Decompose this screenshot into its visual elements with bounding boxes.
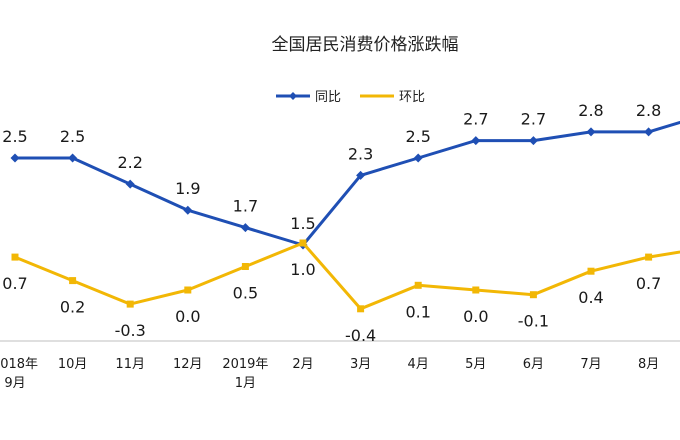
legend-label-tongbi: 同比: [315, 90, 341, 105]
data-label-tongbi-7: 2.5: [405, 127, 430, 146]
data-label-tongbi-5: 1.5: [290, 214, 315, 233]
data-label-huanbi-8: 0.0: [463, 307, 488, 326]
data-label-tongbi-6: 2.3: [348, 144, 373, 163]
x-tick-label-11: 8月: [638, 357, 659, 372]
x-tick-line: 9月: [4, 376, 25, 391]
point-huanbi-1: [69, 277, 77, 285]
x-tick-line: 3月: [350, 357, 371, 372]
data-label-huanbi-2: -0.3: [115, 321, 146, 340]
data-label-huanbi-11: 0.7: [636, 274, 661, 293]
x-tick-line: 11月: [115, 357, 145, 372]
x-tick-line: 5月: [465, 357, 486, 372]
series-line-tongbi: [15, 120, 680, 247]
x-tick-line: 2019年: [222, 357, 268, 372]
point-tongbi-6: [356, 170, 366, 180]
point-huanbi-0: [11, 253, 19, 261]
x-tick-label-0: 2018年 9月: [0, 357, 38, 391]
x-tick-line: 1月: [235, 376, 256, 391]
data-label-tongbi-2: 2.2: [117, 153, 142, 172]
point-tongbi-9: [528, 136, 538, 146]
x-tick-line: 12月: [173, 357, 203, 372]
x-tick-label-8: 5月: [465, 357, 486, 372]
point-huanbi-6: [357, 305, 365, 313]
x-tick-line: 10月: [58, 357, 88, 372]
data-label-huanbi-3: 0.0: [175, 307, 200, 326]
x-tick-label-4: 2019年 1月: [222, 357, 268, 391]
x-tick-line: 4月: [408, 357, 429, 372]
legend-label-huanbi: 环比: [399, 90, 425, 105]
point-tongbi-8: [471, 136, 481, 146]
data-label-huanbi-4: 0.5: [233, 284, 258, 303]
data-label-tongbi-1: 2.5: [60, 127, 85, 146]
x-tick-labels: 2018年 9月 10月 11月 12月 2019年 1月 2月 3月 4月 5月 6月 7月 8月 9月: [0, 357, 659, 391]
x-tick-line: 2月: [292, 357, 313, 372]
plot-area: 2.52.52.21.91.71.52.32.52.72.72.82.83.00…: [2, 101, 680, 345]
data-label-huanbi-6: -0.4: [345, 326, 376, 345]
data-label-huanbi-0: 0.7: [2, 274, 27, 293]
point-huanbi-8: [472, 286, 480, 294]
data-label-huanbi-1: 0.2: [60, 298, 85, 317]
legend-diamond-tongbi: [289, 92, 297, 100]
chart-title: 全国居民消费价格涨跌幅: [272, 35, 459, 55]
point-huanbi-3: [184, 286, 192, 294]
data-label-tongbi-3: 1.9: [175, 179, 200, 198]
point-huanbi-2: [126, 300, 134, 308]
x-tick-label-5: 2月: [292, 357, 313, 372]
data-label-tongbi-11: 2.8: [636, 101, 661, 120]
x-tick-label-3: 12月: [173, 357, 203, 372]
data-label-huanbi-9: -0.1: [518, 312, 549, 331]
point-huanbi-9: [529, 291, 537, 299]
x-tick-label-1: 10月: [58, 357, 88, 372]
data-label-huanbi-7: 0.1: [405, 302, 430, 321]
point-huanbi-11: [645, 253, 653, 261]
data-label-tongbi-4: 1.7: [233, 197, 258, 216]
x-tick-label-10: 7月: [580, 357, 601, 372]
point-huanbi-10: [587, 267, 595, 275]
x-tick-line: 8月: [638, 357, 659, 372]
chart-legend: 同比 环比: [276, 90, 425, 105]
x-tick-label-9: 6月: [523, 357, 544, 372]
point-tongbi-7: [413, 153, 423, 163]
x-tick-label-7: 4月: [408, 357, 429, 372]
x-tick-label-2: 11月: [115, 357, 145, 372]
data-label-tongbi-8: 2.7: [463, 110, 488, 129]
x-tick-line: 2018年: [0, 357, 38, 372]
point-tongbi-2: [125, 179, 135, 189]
point-tongbi-4: [240, 223, 250, 233]
x-tick-line: 6月: [523, 357, 544, 372]
point-huanbi-5: [299, 239, 307, 247]
x-tick-line: 7月: [580, 357, 601, 372]
data-label-tongbi-0: 2.5: [2, 127, 27, 146]
x-tick-label-6: 3月: [350, 357, 371, 372]
data-label-huanbi-5: 1.0: [290, 260, 315, 279]
point-huanbi-4: [241, 263, 249, 270]
point-tongbi-1: [68, 153, 78, 163]
point-tongbi-10: [586, 127, 596, 137]
point-tongbi-3: [183, 205, 193, 215]
point-tongbi-11: [644, 127, 654, 137]
data-label-huanbi-10: 0.4: [578, 288, 603, 307]
point-huanbi-7: [414, 281, 422, 289]
data-label-tongbi-9: 2.7: [521, 110, 546, 129]
point-tongbi-0: [10, 153, 20, 163]
data-label-tongbi-10: 2.8: [578, 101, 603, 120]
